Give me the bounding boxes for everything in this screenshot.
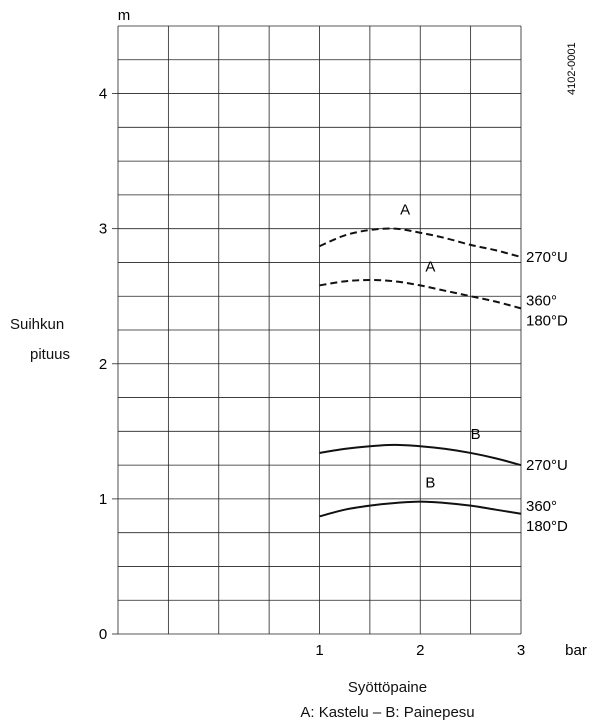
x-axis-label: Syöttöpaine (347, 679, 428, 696)
series-end-label: 360° 180°D (526, 498, 568, 535)
series-line-4 (319, 500, 522, 518)
y-axis-label-line2: pituus (30, 346, 71, 363)
series-line-3 (319, 443, 522, 467)
series-line-2 (319, 279, 522, 310)
x-unit-label: bar (565, 642, 587, 659)
tick-labels: 0 1 2 3 4 1 2 3 (99, 86, 525, 659)
y-tick-label: 4 (99, 86, 107, 103)
x-tick-label: 1 (315, 642, 323, 659)
series-letter-label: A (400, 202, 410, 219)
series-end-label: 270°U (526, 457, 568, 474)
figure-code: 4102-0001 (566, 42, 578, 95)
y-tick-label: 3 (99, 221, 107, 238)
series-letter-label: B (425, 475, 435, 492)
series-letter-label: B (471, 426, 481, 443)
y-tick-label: 0 (99, 626, 107, 643)
grid (112, 25, 522, 635)
series-line-1 (319, 227, 522, 259)
legend-caption: A: Kastelu – B: Painepesu (300, 704, 475, 721)
series-letter-label: A (425, 258, 435, 275)
y-axis-label-line1: Suihkun (10, 316, 65, 333)
series-group (319, 227, 522, 518)
x-tick-label: 2 (416, 642, 424, 659)
y-tick-label: 2 (99, 356, 107, 373)
x-tick-label: 3 (517, 642, 525, 659)
series-labels: A 270°U A 360° 180°D B 270°U B 360° 180°D (400, 202, 568, 535)
series-end-label: 270°U (526, 249, 568, 266)
y-tick-label: 1 (99, 491, 107, 508)
series-end-label: 360° 180°D (526, 292, 568, 329)
y-unit-label: m (118, 7, 131, 24)
